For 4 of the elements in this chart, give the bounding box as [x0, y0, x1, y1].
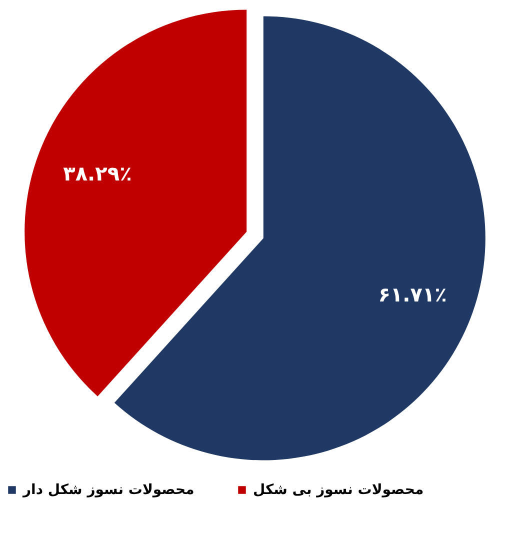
data-label: ۶۱.۷۱٪ — [378, 282, 447, 307]
data-label: ۳۸.۲۹٪ — [63, 161, 132, 186]
legend-label: محصولات نسوز بی شکل — [253, 482, 424, 498]
legend-label: محصولات نسوز شکل دار — [22, 482, 194, 498]
